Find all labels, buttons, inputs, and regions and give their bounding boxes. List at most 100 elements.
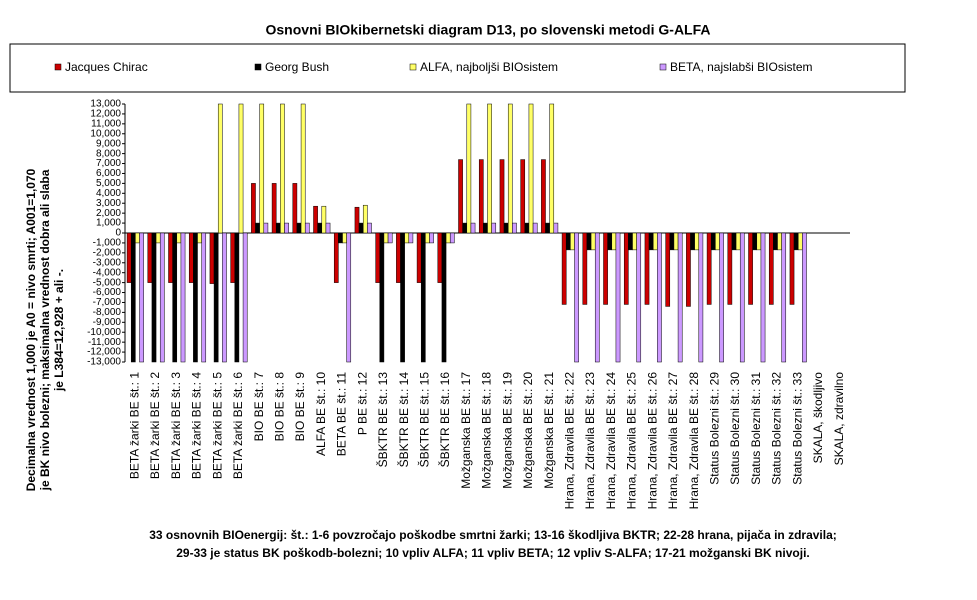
- bar: [155, 232, 161, 244]
- bar: [590, 232, 596, 251]
- bar: [271, 183, 277, 234]
- x-tick-label: BETA žarki BE št.: 5: [210, 372, 224, 479]
- legend-label: Jacques Chirac: [65, 60, 148, 74]
- bar: [636, 232, 642, 363]
- x-tick-label: Možganska BE št.: 21: [542, 372, 556, 489]
- bar: [632, 232, 637, 251]
- bar: [768, 232, 774, 305]
- bar: [317, 222, 323, 234]
- y-tick-label: -1,000: [93, 238, 122, 249]
- bar: [789, 232, 795, 305]
- x-tick-label: Hrana, Zdravila BE št.: 25: [625, 372, 639, 510]
- bar: [292, 183, 298, 234]
- bar: [230, 232, 236, 283]
- bar: [665, 232, 671, 307]
- bar: [797, 232, 803, 251]
- bar: [657, 232, 662, 363]
- bar: [284, 222, 289, 234]
- x-tick-label: Hrana, Zdravila BE št.: 27: [666, 372, 680, 510]
- y-tick-label: 13,000: [90, 99, 121, 110]
- bar: [429, 232, 434, 244]
- bar: [197, 232, 202, 244]
- bar: [139, 232, 144, 363]
- x-tick-label: Možganska BE št.: 17: [459, 372, 473, 489]
- bar: [255, 222, 260, 234]
- bar: [470, 222, 476, 234]
- bar: [715, 232, 720, 251]
- x-tick-label: BIO BE št.: 8: [273, 372, 287, 442]
- x-axis-label: 29-33 je status BK poškodb-bolezni; 10 v…: [176, 546, 809, 560]
- x-tick-label: SKALA, zdravilno: [832, 372, 846, 466]
- y-tick-label: -3,000: [93, 257, 122, 268]
- bar: [217, 103, 223, 234]
- bar: [673, 232, 679, 251]
- bar: [706, 232, 712, 305]
- x-tick-label: Hrana, Zdravila BE št.: 22: [563, 372, 577, 510]
- x-tick-label: P BE št.: 12: [355, 372, 369, 435]
- bar: [126, 232, 132, 283]
- x-tick-label: ŠBKTR BE št.: 16: [437, 372, 452, 468]
- bar: [615, 232, 621, 363]
- bar: [574, 232, 579, 363]
- x-tick-label: BETA žarki BE št.: 1: [128, 372, 142, 479]
- y-tick-label: 3,000: [96, 198, 121, 209]
- bar: [648, 232, 654, 251]
- bar: [694, 232, 700, 251]
- bar: [147, 232, 153, 283]
- x-tick-label: Status Bolezni št.: 31: [749, 372, 763, 485]
- bar: [462, 222, 468, 234]
- bar: [781, 232, 787, 363]
- bar: [586, 232, 592, 251]
- x-tick-label: Možganska BE št.: 20: [521, 372, 535, 489]
- bar: [354, 206, 360, 234]
- bar: [710, 232, 716, 251]
- bar: [441, 232, 447, 363]
- legend-swatch: [54, 63, 62, 71]
- bar: [238, 103, 244, 234]
- x-tick-label: Status Bolezni št.: 30: [728, 372, 742, 485]
- x-tick-label: BETA žarki BE št.: 4: [190, 372, 204, 479]
- x-tick-label: Hrana, Zdravila BE št.: 24: [604, 372, 618, 510]
- bar: [251, 183, 256, 234]
- bar: [375, 232, 381, 283]
- y-axis-label: je BK nivo bolezni; maksimalna vrednost …: [38, 169, 52, 491]
- bar: [383, 232, 389, 244]
- y-tick-label: -10,000: [87, 327, 121, 338]
- bar: [135, 232, 140, 244]
- bar: [553, 222, 559, 234]
- bar: [387, 232, 393, 244]
- bar: [793, 232, 799, 251]
- bar: [739, 232, 745, 363]
- bar: [607, 232, 613, 251]
- bar: [172, 232, 178, 363]
- bar: [773, 232, 778, 251]
- bar: [259, 103, 265, 234]
- bar: [404, 232, 410, 244]
- x-tick-label: ŠBKTR BE št.: 15: [417, 372, 432, 468]
- y-tick-label: -9,000: [93, 317, 122, 328]
- chart-title: Osnovni BIOkibernetski diagram D13, po s…: [266, 22, 711, 38]
- bar: [669, 232, 675, 251]
- y-tick-label: 6,000: [96, 168, 121, 179]
- y-tick-label: -6,000: [93, 287, 122, 298]
- bar: [623, 232, 629, 305]
- bar: [333, 232, 339, 283]
- y-axis-label: Decimalna vrednost 1,000 je A0 = nivo sm…: [24, 168, 38, 491]
- legend-label: BETA, najslabši BIOsistem: [670, 60, 813, 74]
- bar: [652, 232, 658, 251]
- bar: [379, 232, 385, 363]
- bar: [524, 222, 530, 234]
- legend-swatch: [254, 63, 262, 71]
- bar: [735, 232, 741, 251]
- x-tick-label: BIO BE št.: 7: [252, 372, 266, 442]
- bar: [151, 232, 157, 363]
- bar: [193, 232, 198, 363]
- bar: [731, 232, 737, 251]
- x-tick-label: Status Bolezni št.: 29: [708, 372, 722, 485]
- bar: [416, 232, 422, 283]
- bar: [532, 222, 538, 234]
- bar: [520, 159, 526, 234]
- y-axis-label: je L384=12,928 + ali -.: [52, 269, 66, 392]
- x-tick-label: SKALA, škodljivo: [811, 372, 825, 464]
